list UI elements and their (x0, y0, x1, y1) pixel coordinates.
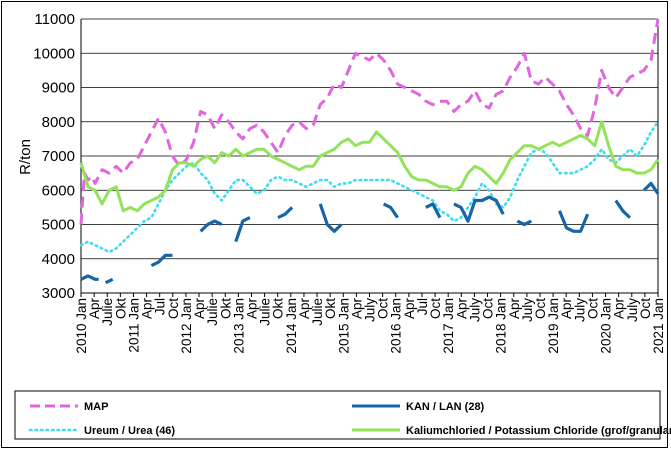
series-line-0 (79, 18, 660, 225)
x-tick-label: Apr (297, 298, 312, 320)
y-tick-label: 7000 (42, 148, 75, 165)
x-tick-label: Oct (585, 298, 600, 319)
y-tick-label: 11000 (34, 11, 75, 28)
legend: MAP KAN / LAN (28) Ureum / Urea (46) Kalium… (14, 390, 671, 440)
series-line-3 (79, 120, 660, 213)
y-tick-label: 10000 (33, 45, 75, 62)
x-tick-label: July (467, 298, 482, 322)
x-tick-label: Oct (481, 298, 496, 319)
x-tick-label: Apr (349, 298, 364, 320)
x-tick-label: Apr (87, 298, 102, 320)
x-tick-label: 2018 Jan (494, 298, 509, 354)
x-tick-label: Julie (310, 298, 325, 326)
x-tick-label: July (520, 298, 535, 322)
y-tick-label: 6000 (42, 182, 75, 199)
x-tick-label: 2019 Jan (546, 298, 561, 354)
x-tick-label: 2015 Jan (336, 298, 351, 354)
x-tick-label: Oct (533, 298, 548, 319)
legend-box (14, 390, 661, 440)
x-tick-label: 2014 Jan (284, 298, 299, 354)
y-tick-label: 3000 (42, 285, 75, 302)
x-tick-label: Julie (100, 298, 115, 326)
legend-label-2: Ureum / Urea (46) (84, 425, 175, 437)
x-tick-label: Apr (612, 298, 627, 320)
x-tick-label: Okt (323, 298, 338, 319)
x-tick-label: July (625, 298, 640, 322)
x-tick-label: Oct (638, 298, 653, 319)
x-tick-label: Julie (205, 298, 220, 326)
x-tick-label: 2021 Jan (651, 298, 666, 354)
y-tick-label: 8000 (42, 114, 75, 131)
x-tick-label: Apr (507, 298, 522, 320)
y-tick-label: 4000 (42, 251, 75, 268)
series-line-1 (80, 181, 660, 285)
x-tick-label: July (363, 298, 378, 322)
x-tick-label: 2010 Jan (74, 298, 89, 354)
x-tick-label: July (572, 298, 587, 322)
x-tick-label: 2020 Jan (599, 298, 614, 354)
axes (80, 19, 659, 297)
x-tick-label: Julie (258, 298, 273, 326)
x-tick-label: Apr (244, 298, 259, 320)
x-tick-label: Apr (454, 298, 469, 320)
x-tick-label: Jul (415, 298, 430, 315)
x-tick-label: Okt (271, 298, 286, 319)
x-tick-label: Oct (428, 298, 443, 319)
x-tick-label: 2017 Jan (441, 298, 456, 354)
series-lines (79, 18, 660, 285)
x-tick-label: Okt (113, 298, 128, 319)
x-tick-label: Oct (376, 298, 391, 319)
y-tick-label: 9000 (42, 80, 75, 97)
y-tick-label: 5000 (42, 217, 75, 234)
x-tick-label: Apr (402, 298, 417, 320)
x-tick-label: Apr (192, 298, 207, 320)
x-tick-label: Apr (559, 298, 574, 320)
x-tick-label: 2012 Jan (179, 298, 194, 354)
legend-label-0: MAP (84, 401, 108, 413)
series-line-2 (79, 120, 660, 254)
x-tick-label: Apr (140, 298, 155, 320)
x-tick-label: 2011 Jan (126, 298, 141, 353)
x-tick-label: Okt (218, 298, 233, 319)
x-tick-label: 2016 Jan (389, 298, 404, 354)
y-tick-labels: 3000 4000 5000 6000 7000 8000 9000 10000 11000 (33, 11, 75, 302)
x-tick-label: Jul (153, 298, 168, 315)
x-tick-label: 2013 Jan (231, 298, 246, 354)
x-tick-label: Oct (166, 298, 181, 319)
legend-label-1: KAN / LAN (28) (406, 401, 485, 413)
y-axis-title: R/ton (17, 139, 34, 175)
legend-label-3: Kaliumchloried / Potassium Chloride (gro… (406, 425, 671, 437)
